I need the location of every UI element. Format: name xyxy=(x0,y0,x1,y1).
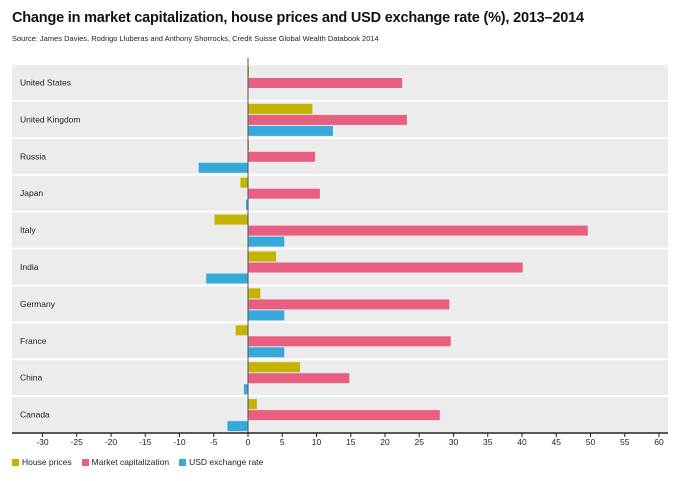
x-tick-label: 45 xyxy=(552,437,562,447)
category-band xyxy=(12,175,668,211)
x-tick-label: 60 xyxy=(654,437,664,447)
bar-market-capitalization xyxy=(248,114,407,125)
bar-usd-exchange-rate xyxy=(248,125,333,136)
x-tick-label: -25 xyxy=(71,437,84,447)
bar-usd-exchange-rate xyxy=(206,273,248,284)
bar-market-capitalization xyxy=(248,188,320,199)
category-label: Canada xyxy=(20,410,50,420)
x-tick-label: -10 xyxy=(173,437,186,447)
category-label: Japan xyxy=(20,188,43,198)
legend-item: Market capitalization xyxy=(81,457,170,467)
legend-swatch xyxy=(179,459,187,466)
bar-usd-exchange-rate xyxy=(248,236,285,247)
bar-house-prices xyxy=(240,177,248,188)
x-tick-label: 40 xyxy=(517,437,527,447)
chart-title: Change in market capitalization, house p… xyxy=(12,10,584,26)
bar-usd-exchange-rate xyxy=(248,310,285,321)
bar-market-capitalization xyxy=(248,336,451,347)
legend-item: USD exchange rate xyxy=(179,457,263,467)
x-tick-label: 10 xyxy=(312,437,322,447)
legend-label: Market capitalization xyxy=(91,457,170,467)
category-label: Italy xyxy=(20,225,36,235)
bar-market-capitalization xyxy=(248,373,350,384)
category-label: China xyxy=(20,373,42,383)
x-tick-label: 50 xyxy=(586,437,596,447)
legend-swatch xyxy=(81,459,89,466)
category-label: United States xyxy=(20,78,71,88)
x-tick-label: 35 xyxy=(483,437,493,447)
bar-house-prices xyxy=(235,325,248,336)
x-tick-label: 20 xyxy=(380,437,390,447)
bar-market-capitalization xyxy=(248,225,588,236)
legend-label: USD exchange rate xyxy=(189,457,264,467)
x-tick-label: -30 xyxy=(36,437,49,447)
category-label: Germany xyxy=(20,299,56,309)
bar-house-prices xyxy=(248,103,313,114)
bar-market-capitalization xyxy=(248,410,440,421)
x-tick-label: 0 xyxy=(246,437,251,447)
legend: House prices Market capitalization USD exc… xyxy=(12,457,263,467)
bar-market-capitalization xyxy=(248,299,450,310)
x-tick-label: 30 xyxy=(449,437,459,447)
bar-usd-exchange-rate xyxy=(198,162,248,173)
x-tick-label: -20 xyxy=(105,437,118,447)
bar-house-prices xyxy=(248,288,261,299)
category-band xyxy=(12,138,668,174)
bar-house-prices xyxy=(214,214,248,225)
chart-subtitle: Source: James Davies, Rodrigo Lluberas a… xyxy=(12,34,379,43)
x-tick-label: 5 xyxy=(280,437,285,447)
bar-usd-exchange-rate xyxy=(243,384,248,395)
x-tick-label: 55 xyxy=(620,437,630,447)
bar-house-prices xyxy=(248,399,257,410)
x-tick-label: -5 xyxy=(210,437,218,447)
legend-label: House prices xyxy=(22,457,72,467)
x-tick-label: 25 xyxy=(415,437,425,447)
bar-market-capitalization xyxy=(248,151,316,162)
bar-market-capitalization xyxy=(248,262,523,273)
bar-market-capitalization xyxy=(248,78,403,88)
legend-item: House prices xyxy=(12,457,72,467)
category-label: United Kingdom xyxy=(20,114,80,124)
legend-swatch xyxy=(12,459,19,466)
category-label: France xyxy=(20,336,47,346)
bar-usd-exchange-rate xyxy=(227,421,248,432)
bar-usd-exchange-rate xyxy=(245,199,248,210)
category-label: India xyxy=(20,262,39,272)
bar-usd-exchange-rate xyxy=(248,347,285,358)
category-label: Russia xyxy=(20,151,46,161)
x-tick-label: -15 xyxy=(139,437,152,447)
bar-house-prices xyxy=(248,362,301,373)
bar-house-prices xyxy=(248,251,277,262)
x-tick-label: 15 xyxy=(346,437,356,447)
